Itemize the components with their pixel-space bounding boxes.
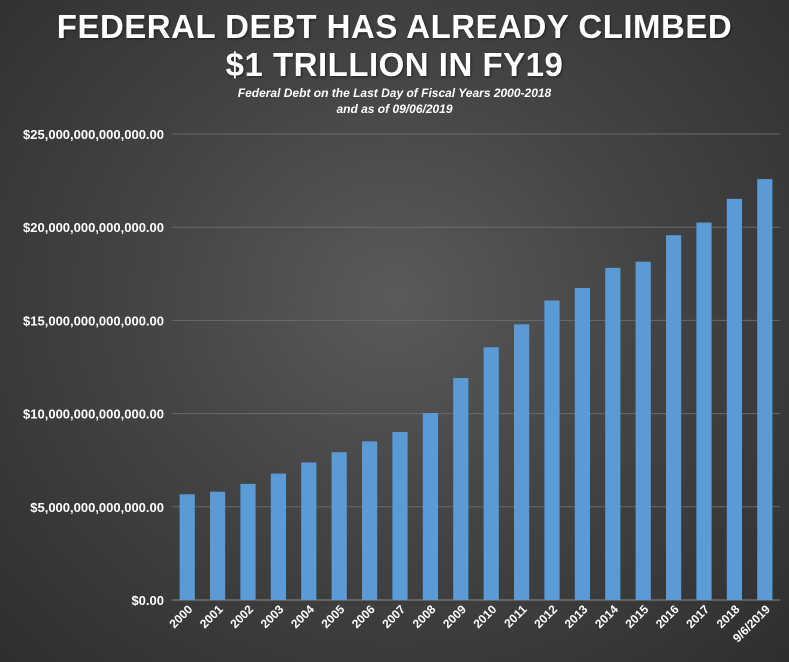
x-tick-label: 2004	[288, 602, 317, 631]
bar	[666, 235, 682, 600]
x-tick-label: 2017	[683, 602, 712, 631]
bar	[210, 491, 226, 600]
bar	[635, 261, 651, 600]
x-tick-label: 2000	[167, 602, 196, 631]
x-tick-label: 2009	[440, 602, 469, 631]
bar	[514, 324, 530, 600]
chart-title-line-1: FEDERAL DEBT HAS ALREADY CLIMBED	[56, 8, 733, 45]
bar	[301, 462, 317, 600]
bar	[453, 377, 469, 600]
y-tick-label: $10,000,000,000,000.00	[23, 407, 164, 422]
x-tick-label: 2014	[592, 602, 621, 631]
chart-title-line-2: $1 TRILLION IN FY19	[225, 46, 564, 83]
bar	[362, 441, 378, 600]
x-tick-label: 2002	[227, 602, 256, 631]
bar	[270, 473, 286, 600]
y-tick-label: $0.00	[131, 593, 164, 608]
bar	[605, 267, 621, 600]
x-tick-label: 2006	[349, 602, 378, 631]
x-tick-label: 2007	[379, 602, 408, 631]
x-tick-label: 2011	[501, 602, 530, 631]
x-tick-label: 2010	[471, 602, 500, 631]
x-tick-label: 2001	[197, 602, 226, 631]
bar	[422, 413, 438, 600]
chart-subtitle-line-1: Federal Debt on the Last Day of Fiscal Y…	[237, 86, 552, 100]
bar	[544, 300, 560, 600]
bar	[240, 483, 256, 600]
x-tick-label: 2012	[531, 602, 560, 631]
x-tick-label: 2013	[562, 602, 591, 631]
x-tick-label: 2003	[258, 602, 287, 631]
bar	[483, 347, 499, 600]
bar	[696, 222, 712, 601]
y-tick-label: $5,000,000,000,000.00	[30, 500, 164, 515]
bar	[331, 452, 347, 600]
bar	[757, 179, 773, 600]
bar	[392, 432, 408, 600]
y-tick-label: $15,000,000,000,000.00	[23, 313, 164, 328]
y-tick-label: $20,000,000,000,000.00	[23, 220, 164, 235]
y-tick-label: $25,000,000,000,000.00	[23, 127, 164, 142]
x-tick-label: 2016	[653, 602, 682, 631]
bar	[179, 494, 195, 600]
x-tick-label: 2008	[410, 602, 439, 631]
bar	[574, 287, 590, 600]
chart-subtitle-line-2: and as of 09/06/2019	[336, 102, 453, 116]
x-tick-label: 2005	[319, 602, 348, 631]
bar	[726, 198, 742, 601]
x-tick-label: 2015	[623, 602, 652, 631]
